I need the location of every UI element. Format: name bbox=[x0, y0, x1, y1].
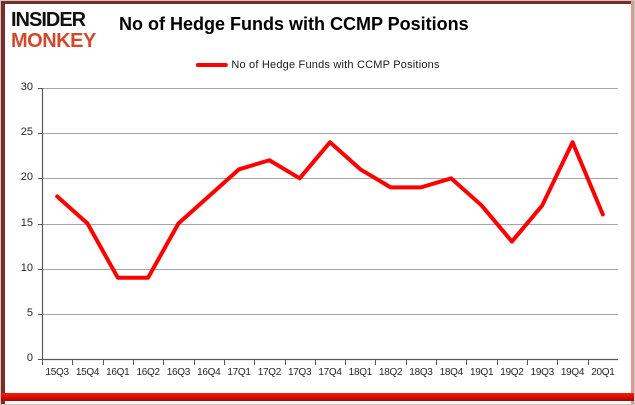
x-axis-label: 19Q4 bbox=[560, 367, 585, 378]
insider-monkey-logo: INSIDER MONKEY bbox=[11, 10, 96, 51]
frame-right-border bbox=[631, 1, 634, 404]
x-axis-label: 18Q3 bbox=[409, 367, 433, 378]
x-axis-label: 19Q2 bbox=[500, 367, 524, 378]
line-chart-plot bbox=[38, 88, 618, 365]
x-axis-label: 16Q3 bbox=[166, 367, 191, 378]
y-axis-tick-label: 5 bbox=[26, 306, 33, 319]
legend: No of Hedge Funds with CCMP Positions bbox=[195, 59, 439, 71]
x-axis-label: 17Q1 bbox=[227, 367, 251, 378]
x-axis-label: 17Q3 bbox=[288, 367, 312, 378]
chart-title: No of Hedge Funds with CCMP Positions bbox=[119, 14, 469, 34]
x-axis-label: 16Q1 bbox=[106, 367, 130, 378]
x-axis-label: 18Q2 bbox=[378, 367, 403, 378]
series-line bbox=[55, 140, 605, 280]
y-axis-tick-label: 15 bbox=[20, 216, 33, 229]
x-axis-label: 16Q2 bbox=[136, 367, 160, 378]
x-axis-label: 18Q4 bbox=[439, 367, 464, 378]
y-axis-tick-label: 10 bbox=[20, 261, 33, 274]
legend-line-swatch bbox=[195, 63, 228, 67]
x-axis-label: 18Q1 bbox=[348, 367, 373, 378]
x-axis-label: 15Q3 bbox=[45, 367, 70, 378]
x-axis-label: 16Q4 bbox=[197, 367, 221, 378]
y-axis-tick-label: 30 bbox=[20, 81, 33, 93]
y-axis-tick-label: 0 bbox=[26, 352, 33, 364]
frame-left-border bbox=[1, 1, 5, 404]
logo-text-monkey: MONKEY bbox=[11, 30, 96, 52]
x-axis-label: 17Q2 bbox=[257, 367, 282, 378]
x-axis-label: 19Q3 bbox=[530, 367, 555, 378]
x-axis-label: 20Q1 bbox=[591, 367, 615, 378]
y-axis-tick-label: 25 bbox=[20, 126, 33, 139]
x-axis-label: 15Q4 bbox=[75, 367, 100, 378]
x-axis-label: 19Q1 bbox=[469, 367, 494, 378]
frame-top-border bbox=[1, 1, 634, 4]
logo-text-insider: INSIDER bbox=[11, 9, 86, 31]
legend-label: No of Hedge Funds with CCMP Positions bbox=[231, 59, 440, 71]
bottom-red-bar bbox=[1, 393, 634, 401]
y-axis-tick-label: 20 bbox=[20, 171, 33, 184]
x-axis-label: 17Q4 bbox=[318, 367, 342, 378]
